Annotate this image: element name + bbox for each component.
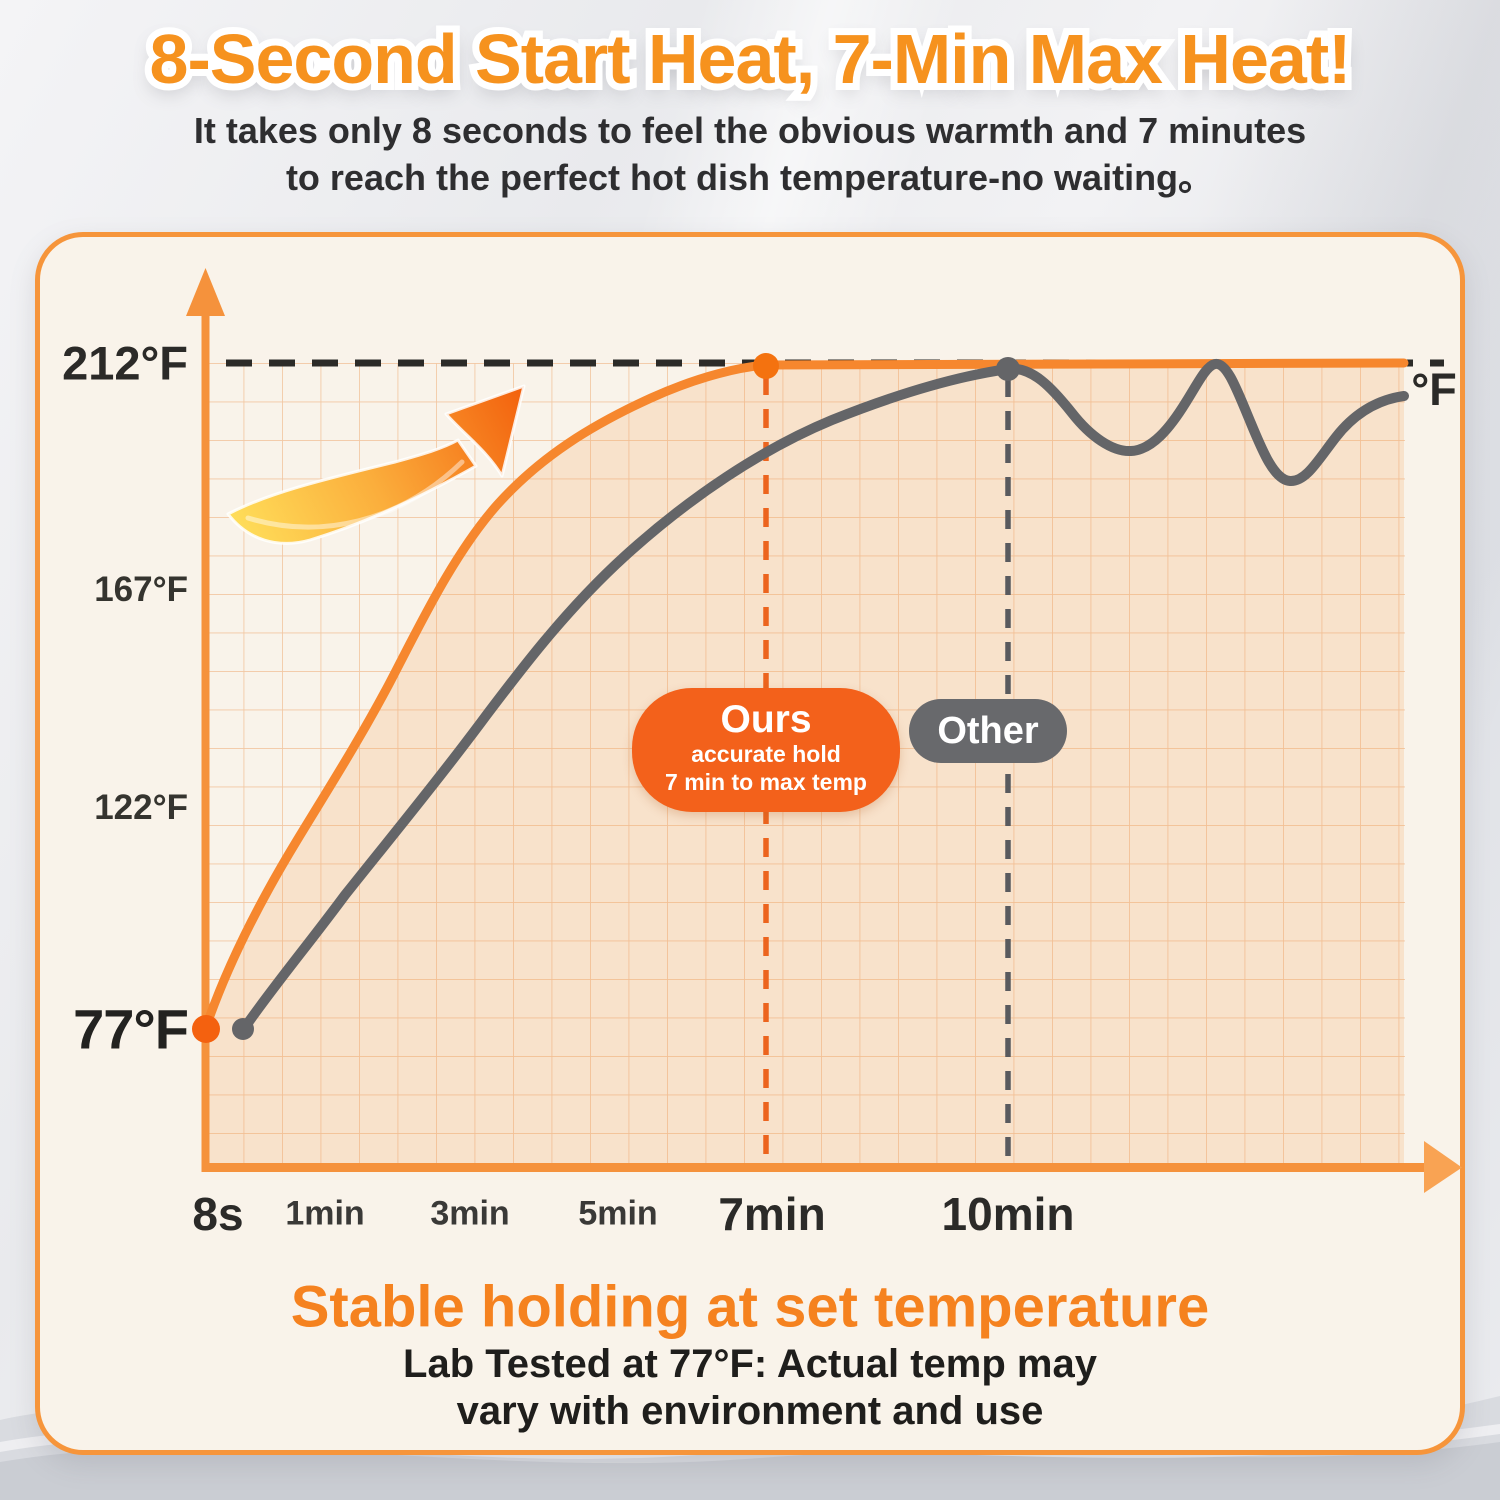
ours-curve xyxy=(200,358,1409,1035)
subtitle-line-2: to reach the perfect hot dish temperatur… xyxy=(285,157,1215,199)
x-tick-7min: 7min xyxy=(718,1188,826,1240)
ours-series-label-pill: Ours accurate hold 7 min to max temp xyxy=(632,687,900,813)
x-axis xyxy=(201,1141,1462,1193)
ours-pill-title: Ours xyxy=(720,697,812,741)
y-axis-unit-label: °F xyxy=(1411,364,1457,415)
page-subtitle: It takes only 8 seconds to feel the obvi… xyxy=(0,108,1500,202)
other-start-dot xyxy=(232,1018,254,1040)
x-tick-3min: 3min xyxy=(430,1194,510,1233)
x-tick-1min: 1min xyxy=(285,1194,365,1233)
trend-up-arrow-icon xyxy=(226,384,526,545)
footer-heading: Stable holding at set temperature xyxy=(290,1274,1210,1340)
x-tick-10min: 10min xyxy=(941,1188,1075,1240)
other-series-label-pill: Other xyxy=(909,699,1067,763)
ours-pill-line1: accurate hold xyxy=(691,740,841,767)
other-max-dot xyxy=(996,357,1020,381)
x-tick-8s: 8s xyxy=(192,1188,244,1240)
y-axis-arrowhead xyxy=(186,268,225,316)
y-axis xyxy=(186,268,225,1168)
footer-note-line2: vary with environment and use xyxy=(456,1389,1044,1433)
x-axis-arrowhead xyxy=(1424,1141,1462,1193)
page-title: 8-Second Start Heat, 7-Min Max Heat! 8-S… xyxy=(143,13,1359,105)
page-title-outline: 8-Second Start Heat, 7-Min Max Heat! xyxy=(143,13,1359,105)
footer-note: Lab Tested at 77°F: Actual temp may vary… xyxy=(0,1341,1500,1435)
footer-note-line1: Lab Tested at 77°F: Actual temp may xyxy=(403,1341,1097,1386)
x-tick-5min: 5min xyxy=(578,1194,658,1233)
ours-start-dot xyxy=(192,1015,220,1043)
page-title-text: 8-Second Start Heat, 7-Min Max Heat! xyxy=(149,20,1352,98)
other-pill-label: Other xyxy=(937,709,1039,752)
ours-max-dot xyxy=(753,353,779,379)
y-tick-122f: 122°F xyxy=(94,788,188,827)
ours-pill-line2: 7 min to max temp xyxy=(665,768,867,795)
subtitle-line-1: It takes only 8 seconds to feel the obvi… xyxy=(193,110,1307,152)
y-tick-77f: 77°F xyxy=(73,997,189,1061)
y-tick-167f: 167°F xyxy=(94,570,188,609)
y-tick-212f: 212°F xyxy=(62,336,188,390)
header: 8-Second Start Heat, 7-Min Max Heat! 8-S… xyxy=(0,13,1500,202)
